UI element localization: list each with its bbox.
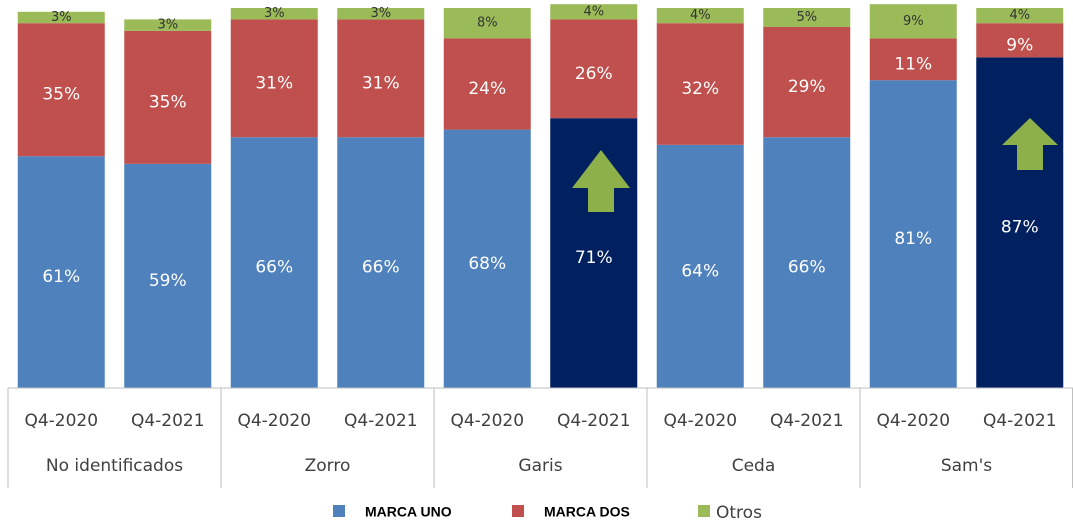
data-label: 66% bbox=[788, 258, 826, 278]
data-label: 8% bbox=[477, 16, 498, 31]
bar-segment bbox=[656, 23, 744, 145]
legend-label: Otros bbox=[716, 503, 762, 523]
data-label: 87% bbox=[1001, 218, 1039, 238]
bar-segment bbox=[976, 8, 1064, 24]
data-label: 4% bbox=[583, 4, 604, 19]
x-tick-label: Q4-2021 bbox=[131, 411, 205, 431]
x-tick-label: Q4-2021 bbox=[983, 411, 1057, 431]
x-tick-label: Q4-2020 bbox=[237, 411, 311, 431]
bar-segment bbox=[443, 8, 531, 39]
data-label: 4% bbox=[1009, 8, 1030, 23]
data-label: 31% bbox=[362, 73, 400, 93]
bar-segment bbox=[976, 57, 1064, 389]
data-label: 11% bbox=[894, 54, 932, 74]
bar-segment bbox=[17, 23, 105, 157]
bar-segment bbox=[124, 19, 212, 31]
data-label: 59% bbox=[149, 271, 187, 291]
x-tick-label: Q4-2020 bbox=[24, 411, 98, 431]
data-label: 3% bbox=[264, 6, 285, 21]
bar-segment bbox=[763, 137, 851, 388]
data-label: 32% bbox=[681, 79, 719, 99]
bar-segment bbox=[763, 27, 851, 138]
bar-segment bbox=[443, 129, 531, 388]
group-label: Garis bbox=[518, 456, 562, 476]
data-label: 64% bbox=[681, 261, 719, 281]
data-label: 24% bbox=[468, 79, 506, 99]
up-arrow bbox=[1002, 118, 1058, 170]
bar-segment bbox=[17, 11, 105, 24]
legend-label: MARCA UNO bbox=[365, 504, 452, 520]
bar-segment bbox=[337, 8, 425, 20]
data-label: 35% bbox=[42, 85, 80, 105]
x-tick-label: Q4-2021 bbox=[770, 411, 844, 431]
bar-segment bbox=[443, 38, 531, 130]
x-tick-label: Q4-2021 bbox=[344, 411, 418, 431]
data-label: 3% bbox=[51, 10, 72, 25]
bar-segment bbox=[869, 4, 957, 39]
up-arrow bbox=[572, 150, 630, 212]
data-label: 3% bbox=[157, 18, 178, 33]
plot: 61% 35% 3% Q4-2020 59% 35% 3% Q4-2021 66% 31% 3% Q4… bbox=[7, 4, 1073, 523]
data-label: 81% bbox=[894, 229, 932, 249]
group-label: Ceda bbox=[732, 456, 776, 476]
data-label: 9% bbox=[1006, 35, 1033, 55]
group-label: Sam's bbox=[941, 456, 992, 476]
bar-segment bbox=[763, 8, 851, 27]
bar-segment bbox=[656, 144, 744, 388]
bar-segment bbox=[17, 156, 105, 388]
data-label: 29% bbox=[788, 77, 826, 97]
x-tick-label: Q4-2020 bbox=[663, 411, 737, 431]
bar-segment bbox=[124, 163, 212, 388]
data-label: 4% bbox=[690, 8, 711, 23]
bar-segment bbox=[230, 137, 318, 388]
bar-segment bbox=[976, 23, 1064, 58]
bar-segment bbox=[869, 38, 957, 81]
data-label: 66% bbox=[362, 258, 400, 278]
group-label: No identificados bbox=[46, 456, 183, 476]
legend-swatch bbox=[333, 505, 345, 517]
bar-segment bbox=[230, 19, 318, 138]
bar-segment bbox=[230, 8, 318, 20]
x-tick-label: Q4-2021 bbox=[557, 411, 631, 431]
data-label: 3% bbox=[370, 6, 391, 21]
bar-segment bbox=[124, 30, 212, 164]
data-label: 68% bbox=[468, 254, 506, 274]
legend-swatch bbox=[512, 505, 524, 517]
x-tick-label: Q4-2020 bbox=[876, 411, 950, 431]
legend-swatch bbox=[698, 505, 710, 517]
data-label: 61% bbox=[42, 267, 80, 287]
data-label: 71% bbox=[575, 248, 613, 268]
bar-segment bbox=[337, 19, 425, 138]
data-label: 9% bbox=[903, 14, 924, 29]
bar-segment bbox=[337, 137, 425, 388]
data-label: 5% bbox=[796, 10, 817, 25]
data-label: 35% bbox=[149, 92, 187, 112]
legend-label: MARCA DOS bbox=[544, 504, 630, 520]
data-label: 26% bbox=[575, 64, 613, 84]
bar-segment bbox=[656, 8, 744, 24]
data-label: 66% bbox=[255, 258, 293, 278]
bar-segment bbox=[550, 4, 638, 20]
bar-segment bbox=[869, 80, 957, 388]
data-label: 31% bbox=[255, 73, 293, 93]
bar-segment bbox=[550, 19, 638, 119]
group-label: Zorro bbox=[305, 456, 351, 476]
x-tick-label: Q4-2020 bbox=[450, 411, 524, 431]
